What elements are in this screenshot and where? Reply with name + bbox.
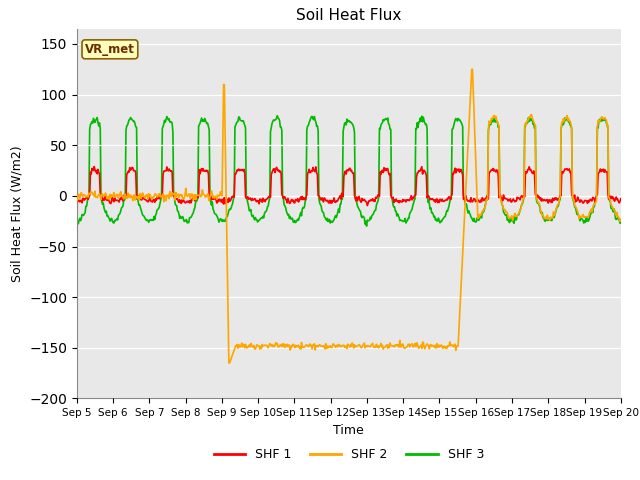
Title: Soil Heat Flux: Soil Heat Flux: [296, 9, 401, 24]
Legend: SHF 1, SHF 2, SHF 3: SHF 1, SHF 2, SHF 3: [209, 443, 489, 466]
Text: VR_met: VR_met: [85, 43, 135, 56]
Y-axis label: Soil Heat Flux (W/m2): Soil Heat Flux (W/m2): [10, 145, 24, 282]
X-axis label: Time: Time: [333, 424, 364, 437]
